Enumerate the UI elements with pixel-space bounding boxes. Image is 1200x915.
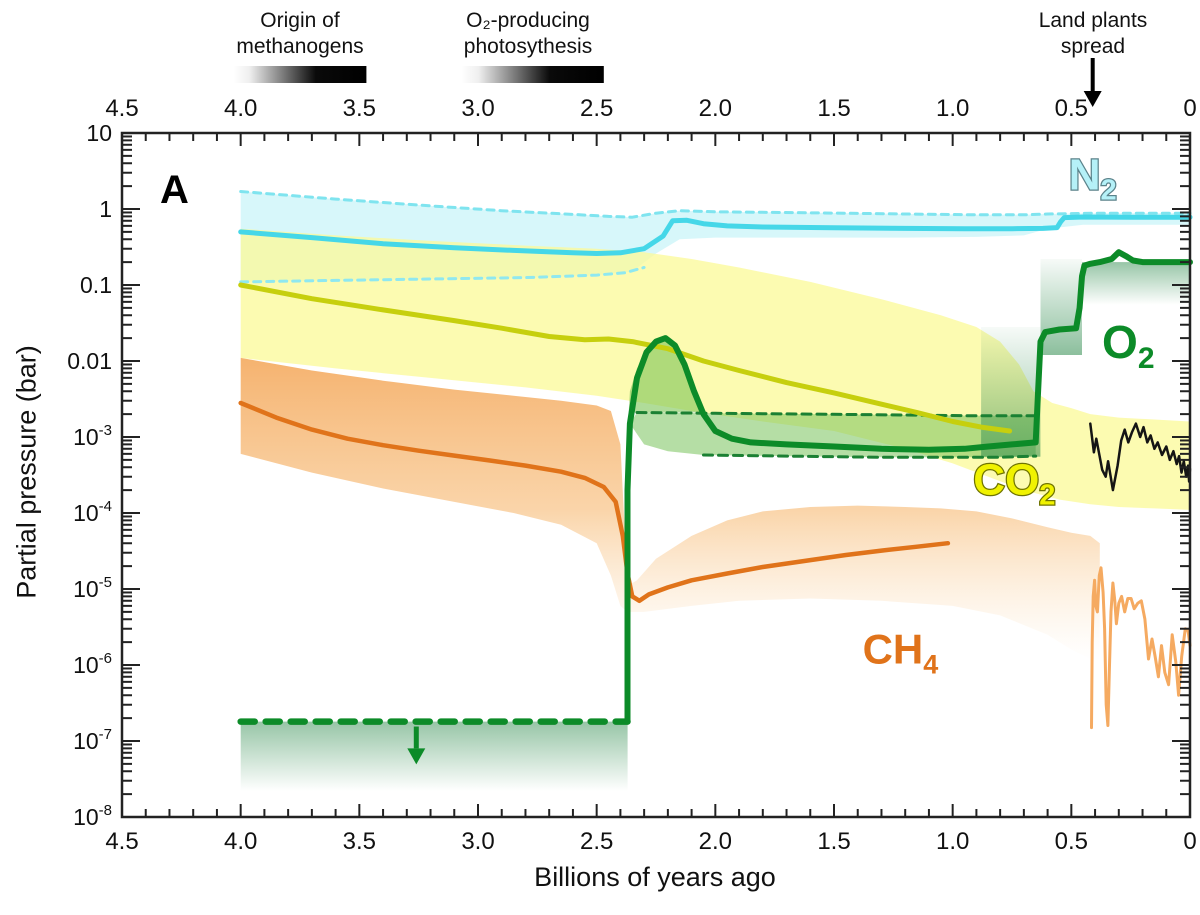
x-tick-label-bottom: 3.0 <box>461 828 494 855</box>
ch4-line <box>238 400 951 604</box>
x-tick-label-bottom: 2.5 <box>580 828 613 855</box>
x-tick-label-top: 0.5 <box>1055 95 1088 122</box>
y-tick-label: 10-7 <box>73 726 112 754</box>
annotation-line: Land plants <box>1038 9 1148 32</box>
co2-ice-record-line <box>1089 422 1192 492</box>
o2-step2-gradient-column <box>1040 259 1082 355</box>
x-tick-label-bottom: 2.0 <box>699 828 732 855</box>
o2-proterozoic-band <box>629 412 1036 458</box>
x-tick-label-top: 4.5 <box>105 95 138 122</box>
o2-pre-goe-upper-limit-region <box>240 721 628 791</box>
x-tick-label-bottom: 4.5 <box>105 828 138 855</box>
annotation-line: spread <box>1060 34 1126 58</box>
x-tick-label-bottom: 1.5 <box>817 828 850 855</box>
co2-label: CO2 <box>973 456 1055 512</box>
o2-modern-shading <box>1082 262 1190 305</box>
y-tick-label: 0.01 <box>67 348 112 374</box>
y-tick-label: 10-3 <box>73 422 112 450</box>
panel-label: A <box>160 168 189 212</box>
x-tick-label-bottom: 3.5 <box>343 828 376 855</box>
x-tick-label-top: 2.5 <box>580 95 613 122</box>
n2-label: N2 <box>1069 151 1117 207</box>
annotation-line: Origin of <box>260 9 340 32</box>
annotation-origin-of-methanogens: Origin of methanogens <box>236 8 363 59</box>
y-tick-label: 1 <box>99 196 112 222</box>
data-series <box>237 190 1193 765</box>
o2-producing-photosynthesis-gradient-bar <box>461 66 604 83</box>
n2-line <box>238 214 1193 256</box>
y-tick-label: 10-8 <box>73 802 112 830</box>
y-tick-label: 10-4 <box>73 498 112 526</box>
n2-lower-bound-dashed <box>239 266 646 284</box>
o2-line <box>624 249 1193 725</box>
origin-of-methanogens-gradient-bar <box>233 66 367 83</box>
x-tick-label-top: 0 <box>1183 95 1196 122</box>
y-tick-label: 10 <box>86 120 112 146</box>
x-tick-label-top: 3.0 <box>461 95 494 122</box>
o2-upper-limit-down-arrow-head <box>407 748 426 765</box>
x-tick-label-bottom: 0.5 <box>1055 828 1088 855</box>
ch4-uncertainty-band <box>240 357 1100 662</box>
x-tick-label-bottom: 4.0 <box>224 828 257 855</box>
n2-upper-bound-dashed <box>239 190 1192 219</box>
x-tick-label-top: 2.0 <box>699 95 732 122</box>
annotation-land-plants-spread: Land plants spread <box>1039 8 1148 59</box>
x-tick-label-top: 1.5 <box>817 95 850 122</box>
ch4-label: CH4 <box>863 625 939 679</box>
x-tick-label-top: 3.5 <box>343 95 376 122</box>
ch4-phanerozoic-line <box>1090 566 1192 730</box>
o2-step1-gradient-column <box>981 327 1041 457</box>
x-tick-label-top: 1.0 <box>936 95 969 122</box>
gradient-regions <box>240 259 1190 791</box>
axes: 4.5 4.5 4.0 4.0 3.5 3.5 3.0 3.0 2.5 2.5 2.0 2.0 1.5 1… <box>67 95 1196 855</box>
land-plants-spread-arrow-head <box>1083 91 1102 107</box>
o2-band-lower-dashed <box>702 453 1038 459</box>
x-tick-label-bottom: 0 <box>1183 828 1196 855</box>
y-tick-label: 10-6 <box>73 650 112 678</box>
y-axis-title: Partial pressure (bar) <box>11 345 42 599</box>
x-tick-label-top: 4.0 <box>224 95 257 122</box>
co2-line <box>238 282 1013 434</box>
annotation-line: photosythesis <box>463 34 593 58</box>
y-tick-label: 10-5 <box>73 574 112 602</box>
gas-labels: N2 O2 CO2 CH4 <box>863 149 1155 679</box>
annotation-line: methanogens <box>236 34 364 58</box>
annotation-line: O₂-producing <box>466 9 590 32</box>
x-axis-title: Billions of years ago <box>534 862 776 892</box>
o2-label: O2 <box>1102 316 1154 375</box>
y-tick-label: 0.1 <box>80 272 112 298</box>
x-tick-label-bottom: 1.0 <box>936 828 969 855</box>
annotation-o2-producing-photosynthesis: O₂-producing photosythesis <box>464 8 592 59</box>
plot-border <box>120 131 1192 819</box>
top-annotation-graphics <box>233 58 1102 107</box>
